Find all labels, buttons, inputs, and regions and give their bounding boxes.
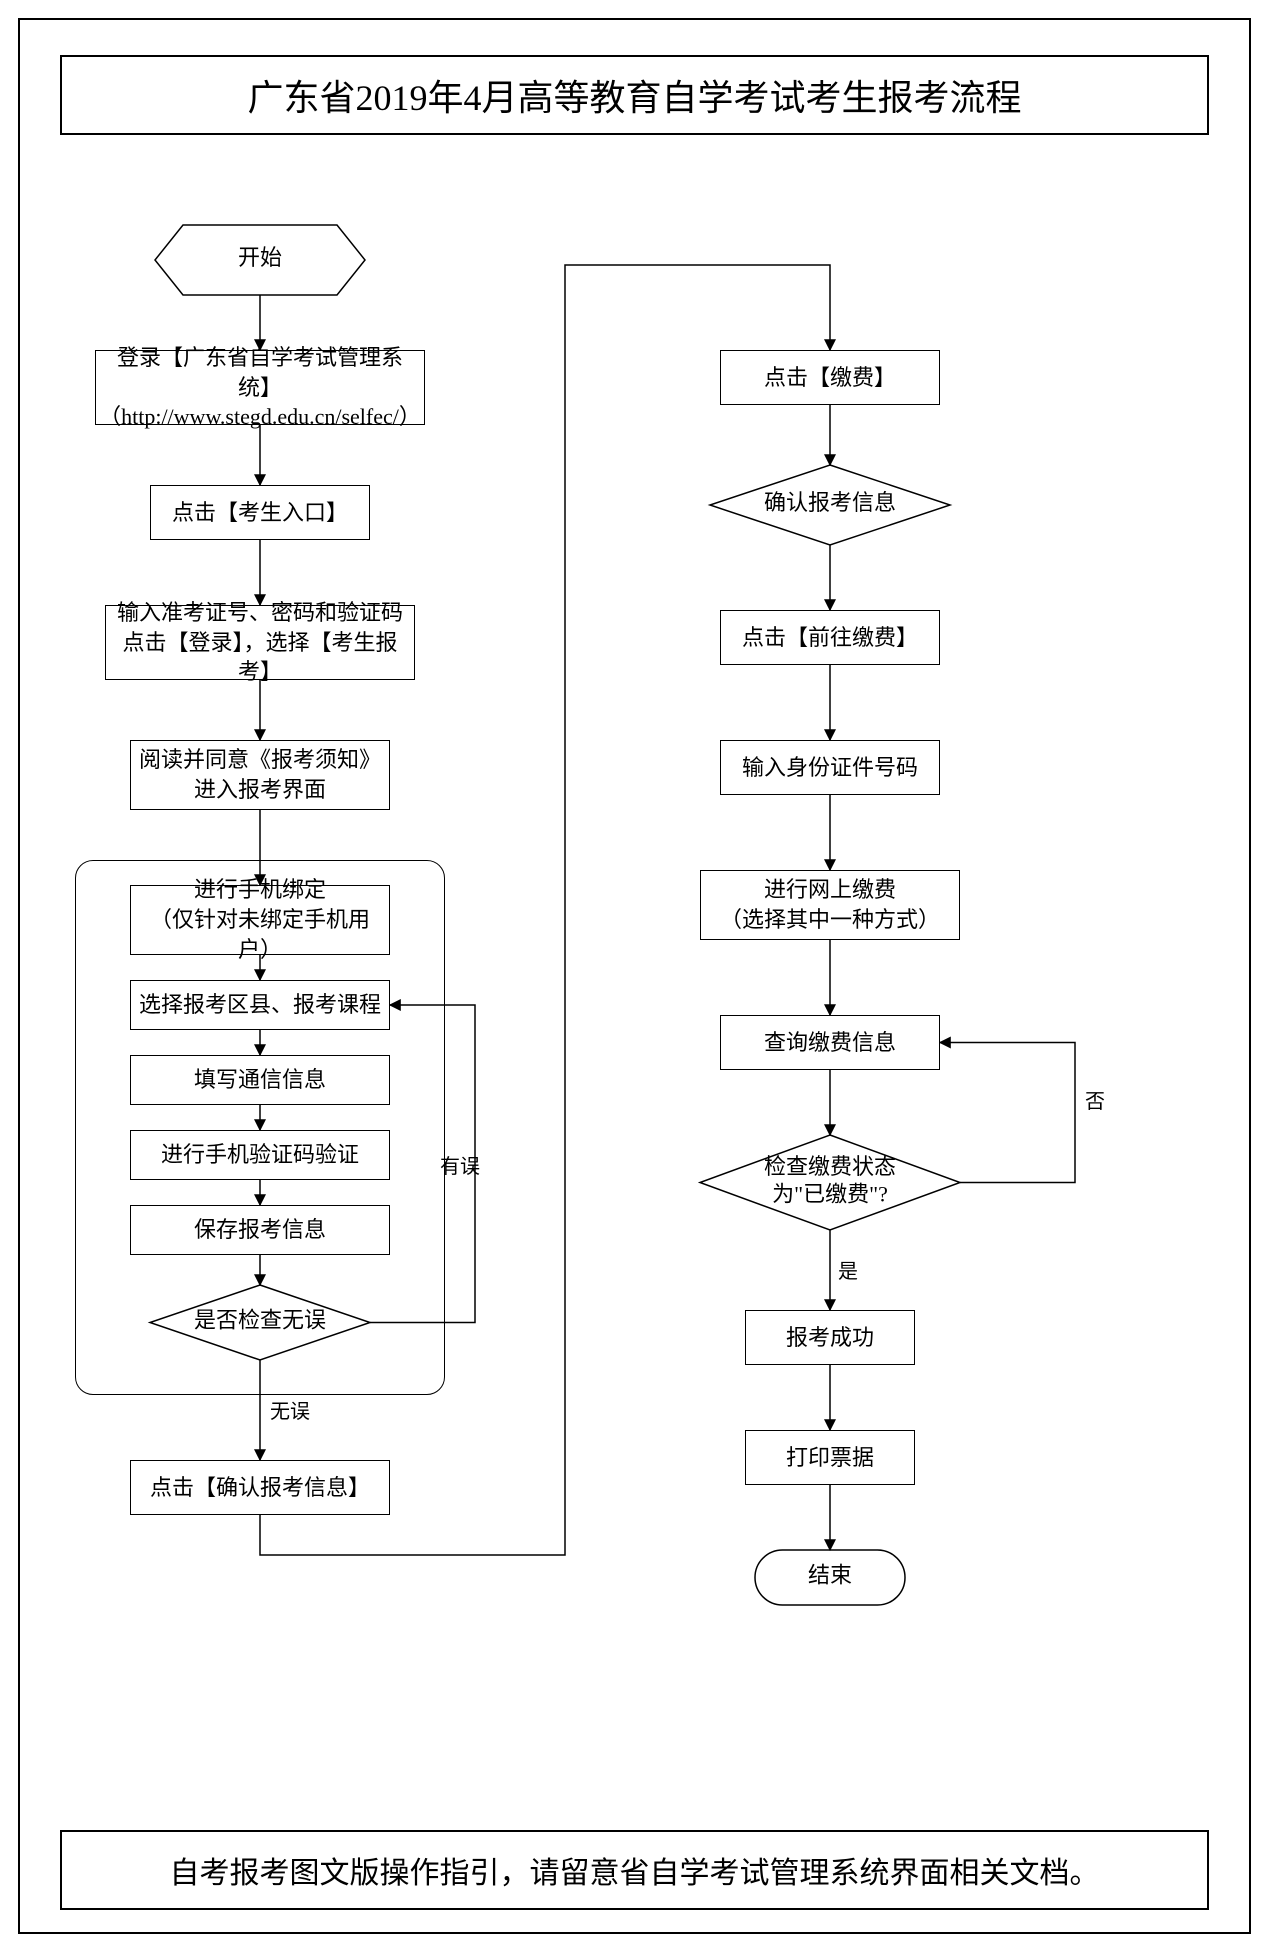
node-bind: 进行手机绑定（仅针对未绑定手机用户） (130, 885, 390, 955)
footer-text: 自考报考图文版操作指引，请留意省自学考试管理系统界面相关文档。 (170, 1848, 1100, 1892)
node-print: 打印票据 (745, 1430, 915, 1485)
page-title: 广东省2019年4月高等教育自学考试考生报考流程 (60, 55, 1209, 135)
node-portal: 点击【考生入口】 (150, 485, 370, 540)
node-contact: 填写通信信息 (130, 1055, 390, 1105)
node-gopay: 点击【前往缴费】 (720, 610, 940, 665)
edge-label: 否 (1085, 1085, 1105, 1114)
edge-label: 是 (838, 1255, 858, 1284)
node-dopay: 进行网上缴费（选择其中一种方式） (700, 870, 960, 940)
title-text: 广东省2019年4月高等教育自学考试考生报考流程 (247, 69, 1021, 121)
node-verify: 进行手机验证码验证 (130, 1130, 390, 1180)
node-query: 查询缴费信息 (720, 1015, 940, 1070)
node-login: 登录【广东省自学考试管理系统】（http://www.stegd.edu.cn/… (95, 350, 425, 425)
node-pay_btn: 点击【缴费】 (720, 350, 940, 405)
edge-label: 无误 (270, 1395, 310, 1424)
node-success: 报考成功 (745, 1310, 915, 1365)
node-agree: 阅读并同意《报考须知》进入报考界面 (130, 740, 390, 810)
edge-label: 有误 (440, 1150, 480, 1179)
node-save: 保存报考信息 (130, 1205, 390, 1255)
footer-note: 自考报考图文版操作指引，请留意省自学考试管理系统界面相关文档。 (60, 1830, 1209, 1910)
node-creds: 输入准考证号、密码和验证码点击【登录】，选择【考生报考】 (105, 605, 415, 680)
page-canvas: 广东省2019年4月高等教育自学考试考生报考流程 自考报考图文版操作指引，请留意… (0, 0, 1269, 1952)
node-confirm: 点击【确认报考信息】 (130, 1460, 390, 1515)
node-select: 选择报考区县、报考课程 (130, 980, 390, 1030)
node-idnum: 输入身份证件号码 (720, 740, 940, 795)
